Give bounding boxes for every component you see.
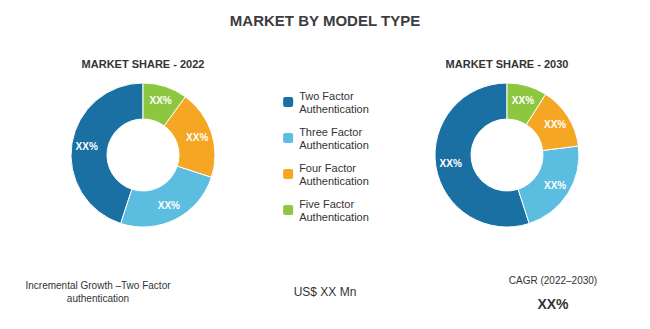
svg-text:Three Factor: Three Factor [299, 126, 362, 138]
svg-text:XX%: XX% [512, 95, 534, 106]
svg-text:Authentication: Authentication [299, 211, 369, 223]
svg-text:Two Factor: Two Factor [299, 90, 354, 102]
svg-text:XX%: XX% [440, 158, 462, 169]
svg-text:US$ XX Mn: US$ XX Mn [294, 285, 357, 299]
svg-text:XX%: XX% [537, 296, 569, 312]
svg-text:XX%: XX% [544, 119, 566, 130]
svg-text:MARKET SHARE - 2022: MARKET SHARE - 2022 [82, 58, 205, 70]
svg-text:XX%: XX% [149, 95, 171, 106]
svg-text:Four Factor: Four Factor [299, 162, 356, 174]
svg-text:XX%: XX% [158, 200, 180, 211]
svg-text:MARKET BY MODEL TYPE: MARKET BY MODEL TYPE [230, 12, 420, 29]
svg-text:Authentication: Authentication [299, 175, 369, 187]
svg-text:Incremental Growth –Two Factor: Incremental Growth –Two Factor [25, 280, 171, 291]
svg-text:Authentication: Authentication [299, 139, 369, 151]
svg-text:authentication: authentication [67, 293, 129, 304]
svg-text:XX%: XX% [186, 132, 208, 143]
svg-text:XX%: XX% [544, 180, 566, 191]
svg-text:CAGR (2022–2030): CAGR (2022–2030) [509, 275, 597, 286]
svg-text:Authentication: Authentication [299, 103, 369, 115]
svg-text:MARKET SHARE - 2030: MARKET SHARE - 2030 [446, 58, 569, 70]
svg-text:XX%: XX% [76, 141, 98, 152]
svg-text:Five Factor: Five Factor [299, 198, 354, 210]
